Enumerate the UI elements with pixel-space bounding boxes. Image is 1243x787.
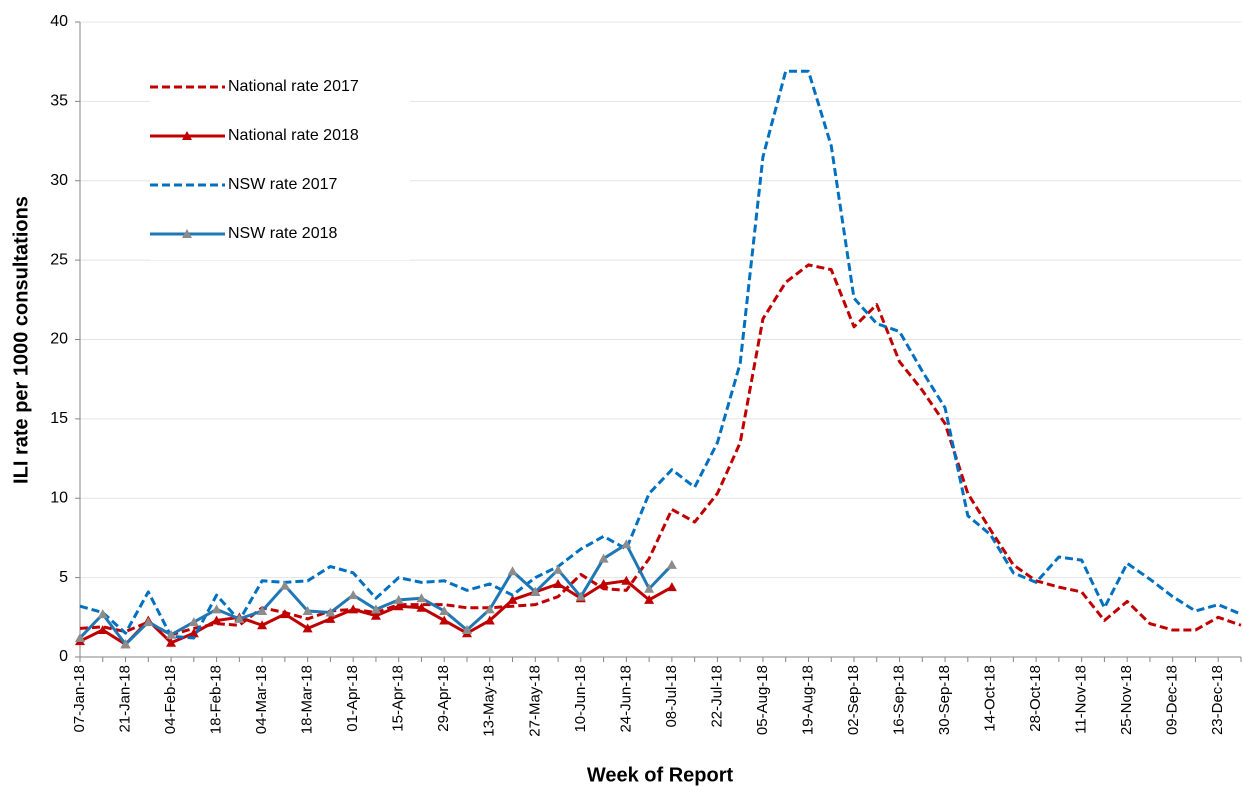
marker xyxy=(666,582,677,592)
x-tick-label: 29-Apr-18 xyxy=(435,665,452,732)
y-tick-label: 10 xyxy=(50,489,68,506)
marker xyxy=(530,586,541,596)
marker xyxy=(348,590,359,600)
legend-label: National rate 2018 xyxy=(228,127,359,144)
y-axis-title: ILI rate per 1000 consultations xyxy=(10,196,32,484)
x-tick-label: 21-Jan-18 xyxy=(116,665,133,733)
x-tick-label: 08-Jul-18 xyxy=(663,665,680,728)
marker xyxy=(416,593,427,603)
series-line xyxy=(79,69,1242,640)
marker xyxy=(302,605,313,615)
legend-marker xyxy=(182,229,192,238)
marker xyxy=(439,605,450,615)
x-tick-label: 11-Nov-18 xyxy=(1073,665,1090,734)
marker xyxy=(484,615,495,625)
marker xyxy=(143,617,154,627)
marker xyxy=(75,632,85,642)
marker xyxy=(507,566,518,576)
marker xyxy=(166,637,177,647)
marker xyxy=(370,604,381,614)
marker xyxy=(257,620,268,630)
series-line xyxy=(79,263,1242,637)
y-tick-label: 0 xyxy=(59,648,68,665)
x-tick-label: 02-Sep-18 xyxy=(845,665,862,735)
marker xyxy=(279,580,290,590)
marker xyxy=(575,591,586,601)
marker xyxy=(188,617,199,627)
marker xyxy=(166,629,177,639)
marker xyxy=(621,575,632,585)
marker xyxy=(279,609,290,619)
marker xyxy=(666,559,677,569)
marker xyxy=(188,628,199,638)
x-tick-label: 25-Nov-18 xyxy=(1118,665,1135,735)
marker xyxy=(553,564,564,574)
marker xyxy=(120,639,131,649)
y-tick-label: 35 xyxy=(50,93,68,110)
x-tick-label: 30-Sep-18 xyxy=(936,665,953,735)
marker xyxy=(211,604,222,614)
x-tick-label: 24-Jun-18 xyxy=(617,665,634,733)
x-tick-label: 18-Feb-18 xyxy=(208,665,225,734)
x-tick-label: 05-Aug-18 xyxy=(754,665,771,735)
y-tick-label: 20 xyxy=(50,331,68,348)
marker xyxy=(507,594,518,604)
marker xyxy=(211,615,222,625)
marker xyxy=(439,615,450,625)
y-tick-label: 25 xyxy=(50,251,68,268)
marker xyxy=(393,594,404,604)
legend-label: NSW rate 2017 xyxy=(228,176,337,193)
x-tick-label: 04-Feb-18 xyxy=(162,665,179,734)
marker xyxy=(553,578,564,588)
marker xyxy=(598,578,609,588)
marker xyxy=(462,625,472,635)
marker xyxy=(644,594,655,604)
x-tick-label: 27-May-18 xyxy=(526,665,543,737)
marker xyxy=(416,602,427,612)
x-tick-label: 01-Apr-18 xyxy=(344,665,361,732)
x-tick-label: 16-Sep-18 xyxy=(890,665,907,735)
marker xyxy=(484,604,495,614)
y-tick-label: 40 xyxy=(50,13,68,30)
x-tick-label: 22-Jul-18 xyxy=(708,665,725,728)
marker xyxy=(325,607,336,617)
x-tick-label: 19-Aug-18 xyxy=(799,665,816,735)
legend-box xyxy=(150,68,410,260)
marker xyxy=(325,613,336,623)
marker xyxy=(97,625,108,635)
x-tick-label: 04-Mar-18 xyxy=(253,665,270,734)
marker xyxy=(97,609,108,619)
x-tick-label: 15-Apr-18 xyxy=(390,665,407,732)
x-tick-label: 14-Oct-18 xyxy=(982,665,999,732)
y-tick-label: 30 xyxy=(50,172,68,189)
marker xyxy=(621,539,632,549)
marker xyxy=(302,623,313,633)
marker xyxy=(234,613,245,623)
marker xyxy=(370,610,381,620)
legend-label: NSW rate 2018 xyxy=(228,225,337,242)
legend: National rate 2017 National rate 2018 NSW … xyxy=(150,68,410,260)
legend-marker xyxy=(182,131,192,140)
marker xyxy=(598,553,609,563)
y-tick-label: 15 xyxy=(50,410,68,427)
x-tick-label: 07-Jan-18 xyxy=(71,665,88,733)
x-tick-label: 23-Dec-18 xyxy=(1209,665,1226,735)
y-tick-label: 5 xyxy=(59,569,68,586)
x-axis-title: Week of Report xyxy=(587,764,734,786)
marker xyxy=(644,583,655,593)
marker xyxy=(393,601,404,611)
x-tick-label: 10-Jun-18 xyxy=(572,665,589,733)
x-tick-label: 09-Dec-18 xyxy=(1164,665,1181,735)
legend-label: National rate 2017 xyxy=(228,78,359,95)
x-tick-label: 28-Oct-18 xyxy=(1027,665,1044,732)
marker xyxy=(348,604,359,614)
marker xyxy=(257,605,268,615)
x-tick-label: 13-May-18 xyxy=(481,665,498,737)
x-tick-label: 18-Mar-18 xyxy=(299,665,316,734)
